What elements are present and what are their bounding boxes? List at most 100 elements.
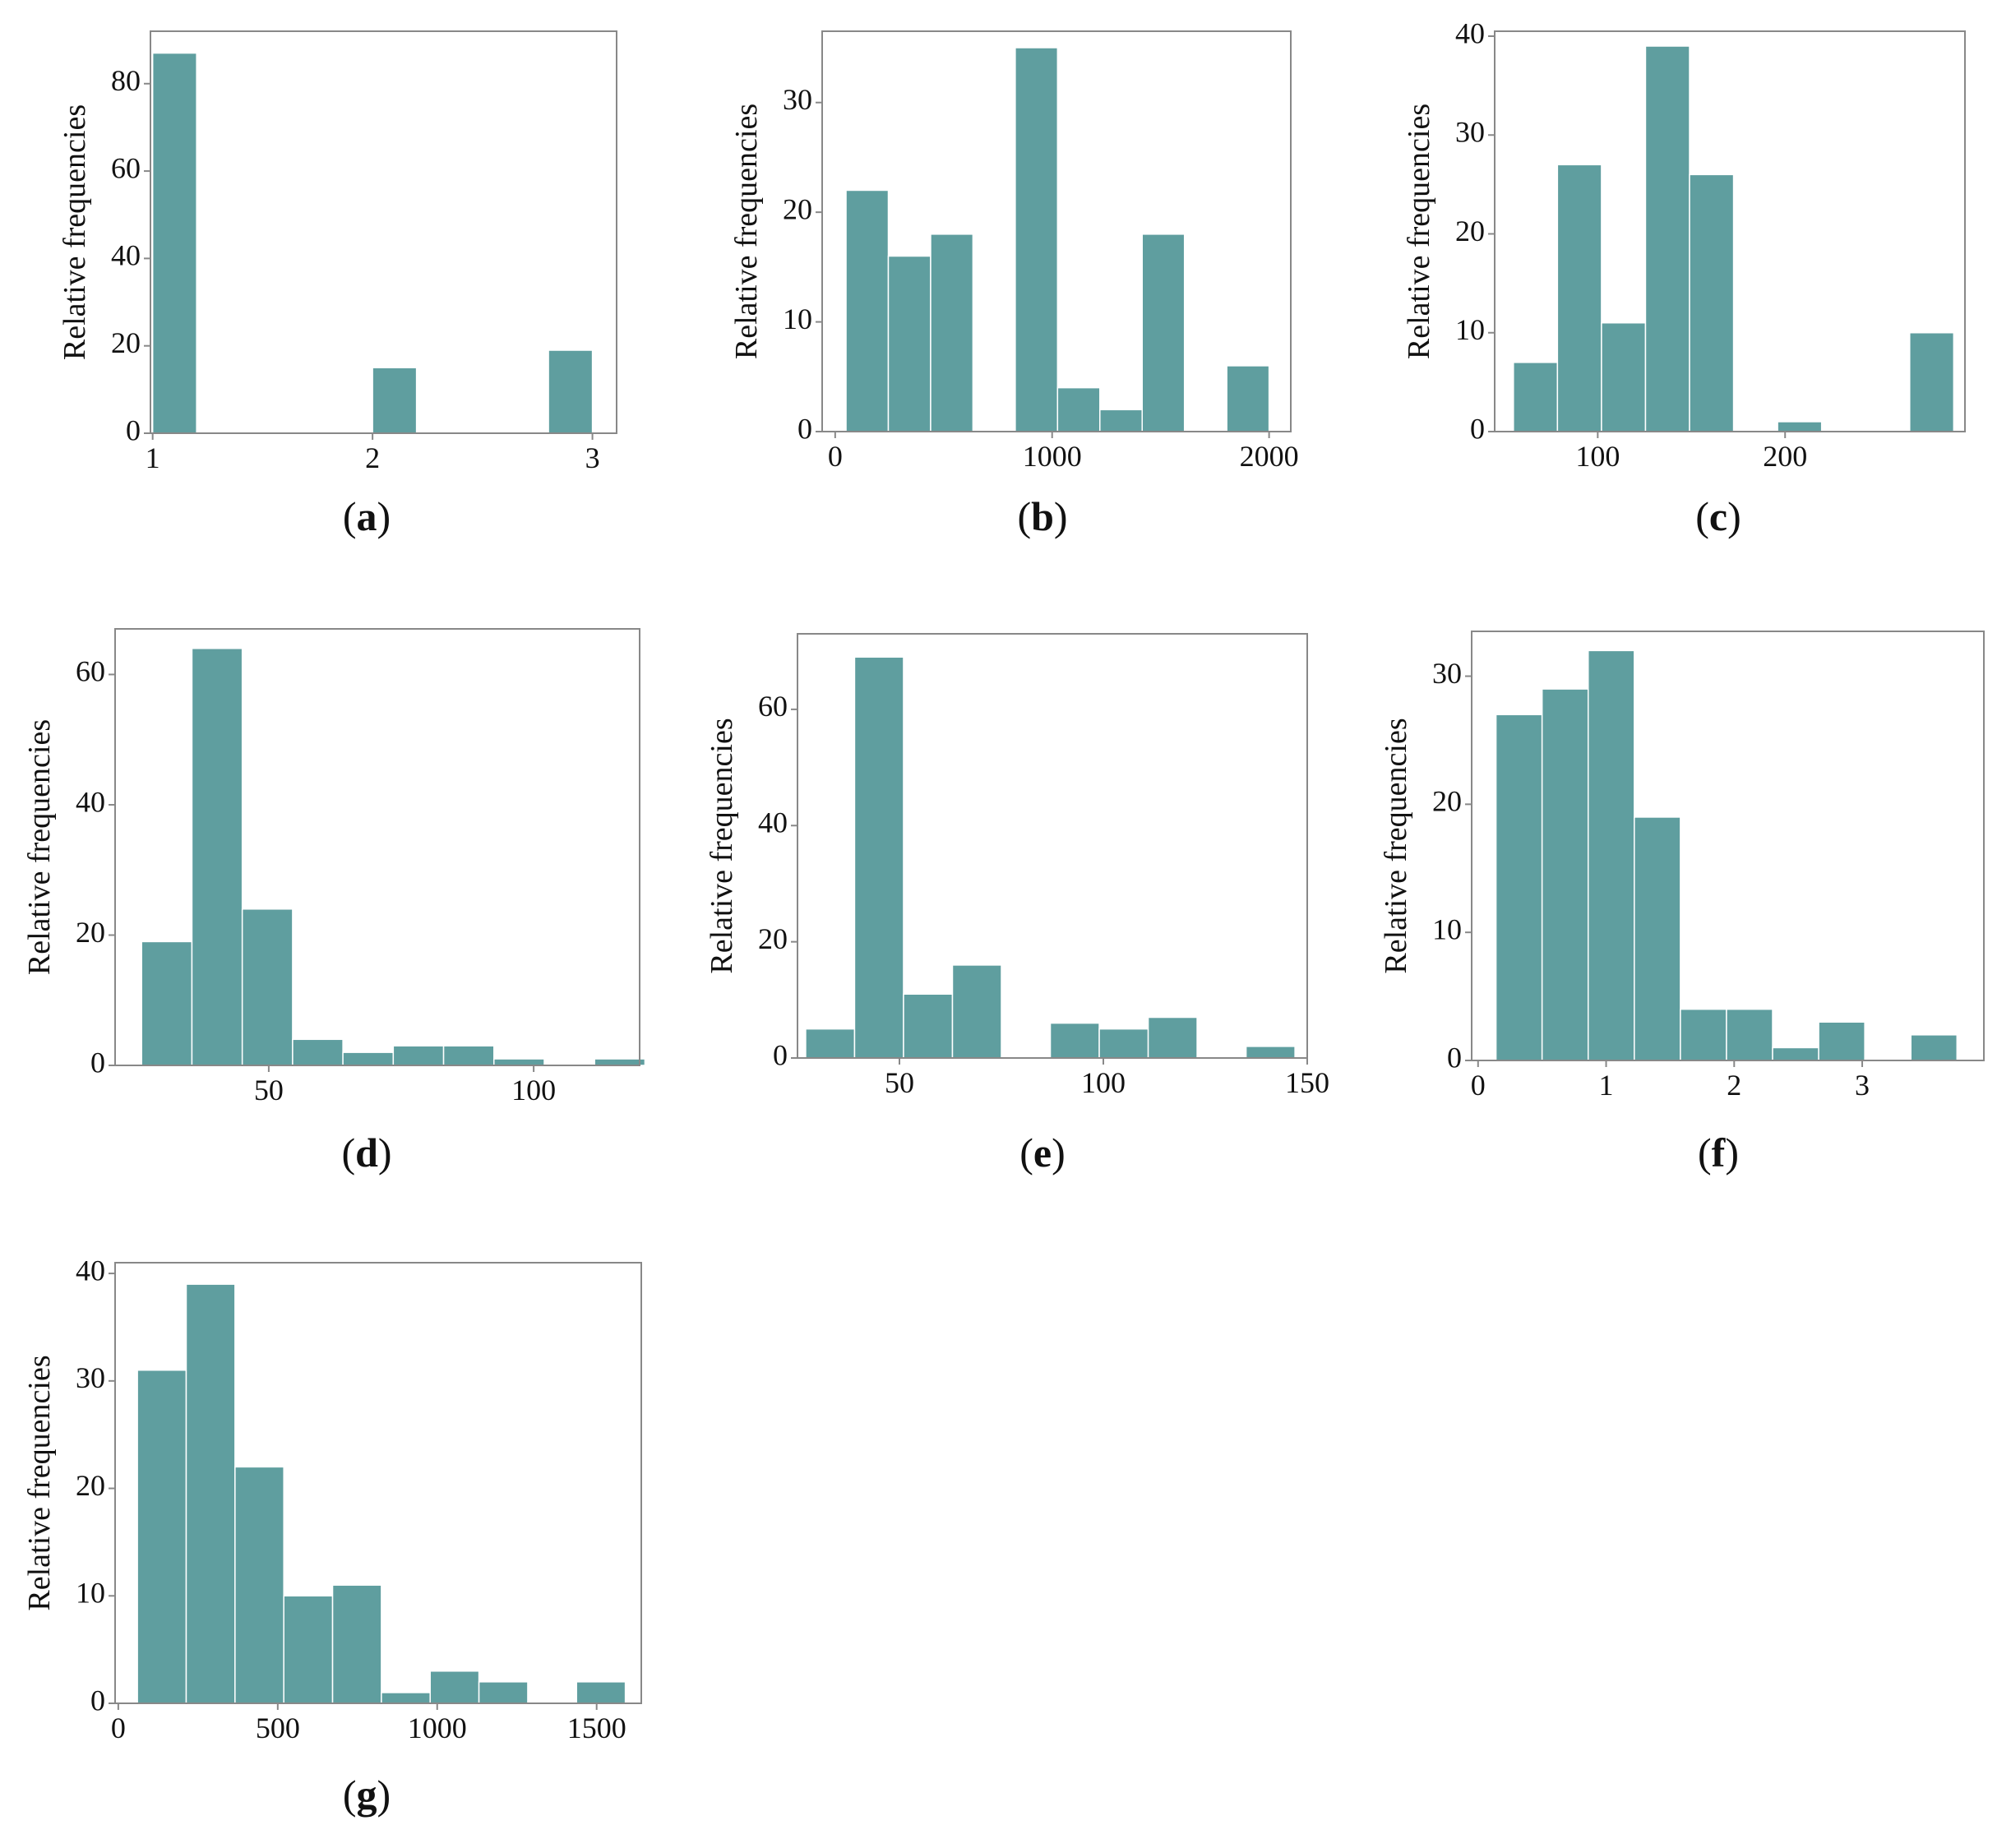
x-tick-label: 1500	[567, 1712, 626, 1744]
y-tick-label: 20	[1432, 785, 1462, 818]
x-tick-label: 50	[885, 1066, 914, 1099]
panel-caption: (g)	[343, 1772, 391, 1818]
histogram-bar	[1098, 1028, 1149, 1059]
histogram-bar	[1245, 1046, 1296, 1059]
y-tick-label: 80	[111, 64, 141, 97]
y-tick-label: 10	[76, 1577, 105, 1610]
x-tick-label: 100	[511, 1074, 556, 1106]
y-axis-label: Relative frequencies	[58, 104, 92, 360]
histogram-bar	[1818, 1021, 1865, 1061]
y-tick-label: 20	[76, 1469, 105, 1502]
histogram-bar	[493, 1058, 545, 1066]
y-tick-label: 60	[76, 655, 105, 688]
y-tick-label: 0	[1447, 1041, 1462, 1074]
y-tick-label: 30	[1432, 657, 1462, 690]
histogram-bar	[342, 1051, 395, 1066]
histogram-bar	[1495, 714, 1543, 1061]
x-tick-label: 1	[146, 441, 160, 474]
y-tick-label: 0	[126, 413, 141, 446]
x-tick-label: 0	[828, 440, 843, 473]
histogram-bar	[234, 1466, 284, 1704]
histogram-bar	[1909, 332, 1955, 432]
y-tick-label: 40	[111, 239, 141, 272]
histogram-bar	[594, 1058, 646, 1066]
y-tick-label: 0	[90, 1046, 105, 1079]
y-tick-label: 30	[1455, 116, 1485, 149]
y-tick-label: 10	[783, 303, 812, 335]
histogram-bar	[1644, 45, 1690, 432]
x-tick-label: 100	[1081, 1066, 1126, 1099]
x-tick-label: 2000	[1240, 440, 1299, 473]
histogram-bar	[185, 1283, 236, 1704]
y-tick-label: 0	[90, 1684, 105, 1716]
histogram-bar	[151, 52, 197, 434]
y-axis-label: Relative frequencies	[1402, 104, 1436, 359]
x-tick-label: 0	[111, 1712, 126, 1744]
plot-frame	[114, 1262, 642, 1704]
panel-caption: (e)	[1019, 1130, 1066, 1176]
histogram-bar	[548, 349, 594, 434]
histogram-bar	[1680, 1008, 1727, 1061]
x-tick-label: 100	[1575, 440, 1620, 473]
histogram-bar	[1015, 47, 1059, 432]
panel-caption: (c)	[1695, 493, 1741, 539]
panel-g: 0 10 20 30 40 0 500 1000 1500 Relative frequencie…	[22, 1254, 642, 1818]
histogram-bar	[136, 1369, 187, 1704]
y-tick-label: 0	[1470, 412, 1485, 445]
y-tick-label: 40	[1455, 16, 1485, 49]
panel-a: 0 20 40 60 80 1 2 3 Relative frequencies (a)	[58, 30, 617, 539]
y-tick-label: 40	[76, 1254, 105, 1287]
histogram-bar	[1587, 649, 1635, 1061]
histogram-bar	[1049, 1022, 1100, 1059]
histogram-bar	[887, 255, 932, 432]
histogram-bar	[930, 233, 974, 432]
x-tick-label: 50	[254, 1074, 284, 1106]
histogram-bar	[1147, 1016, 1198, 1059]
y-tick-label: 60	[111, 151, 141, 184]
histogram-bar	[1556, 164, 1602, 432]
y-axis-label: Relative frequencies	[22, 1355, 57, 1610]
histogram-bar	[805, 1028, 856, 1059]
histogram-bar	[1601, 321, 1647, 432]
panel-b: 0 10 20 30 0 1000 2000 Relative frequencies (b)	[729, 30, 1299, 539]
plot-frame	[1494, 30, 1966, 432]
histogram-bar	[1772, 1046, 1819, 1061]
plot-frame	[797, 633, 1308, 1059]
x-tick-label: 150	[1285, 1066, 1329, 1099]
histogram-bar	[191, 648, 243, 1066]
x-tick-label: 1000	[1023, 440, 1082, 473]
plot-frame	[114, 628, 640, 1066]
x-tick-label: 0	[1471, 1069, 1486, 1102]
x-tick-label: 3	[585, 441, 600, 474]
histogram-bar	[1099, 409, 1143, 432]
y-tick-label: 20	[783, 192, 812, 225]
x-tick-label: 2	[365, 441, 380, 474]
panel-c: 0 10 20 30 40 100 200 Relative frequencies (c)	[1402, 16, 1966, 539]
x-tick-label: 1000	[408, 1712, 467, 1744]
y-tick-label: 20	[111, 326, 141, 359]
y-tick-label: 60	[758, 690, 788, 723]
panel-caption: (a)	[343, 493, 391, 539]
y-axis-label: Relative frequencies	[729, 104, 764, 359]
x-tick-label: 2	[1727, 1069, 1741, 1102]
panel-f: 0 10 20 30 0 1 2 3 Relative frequencies (f)	[1379, 631, 1985, 1176]
y-tick-label: 40	[758, 806, 788, 839]
histogram-bar	[576, 1681, 626, 1704]
histogram-bar	[1513, 362, 1559, 432]
histogram-bar	[1910, 1034, 1958, 1061]
y-tick-label: 0	[773, 1038, 788, 1071]
y-axis-label: Relative frequencies	[22, 719, 57, 975]
histogram-bar	[141, 940, 193, 1066]
histogram-bar	[478, 1681, 529, 1704]
histogram-bar	[392, 1045, 445, 1066]
y-tick-label: 20	[758, 922, 788, 955]
panel-caption: (f)	[1698, 1130, 1739, 1176]
histogram-bar	[372, 367, 418, 434]
histogram-bar	[1141, 233, 1186, 432]
histogram-bar	[853, 656, 904, 1059]
panel-e: 0 20 40 60 50 100 150 Relative frequencies (e)	[705, 633, 1329, 1176]
x-tick-label: 1	[1599, 1069, 1614, 1102]
y-tick-label: 0	[797, 412, 812, 445]
y-tick-label: 20	[76, 916, 105, 949]
x-tick-label: 200	[1763, 440, 1807, 473]
